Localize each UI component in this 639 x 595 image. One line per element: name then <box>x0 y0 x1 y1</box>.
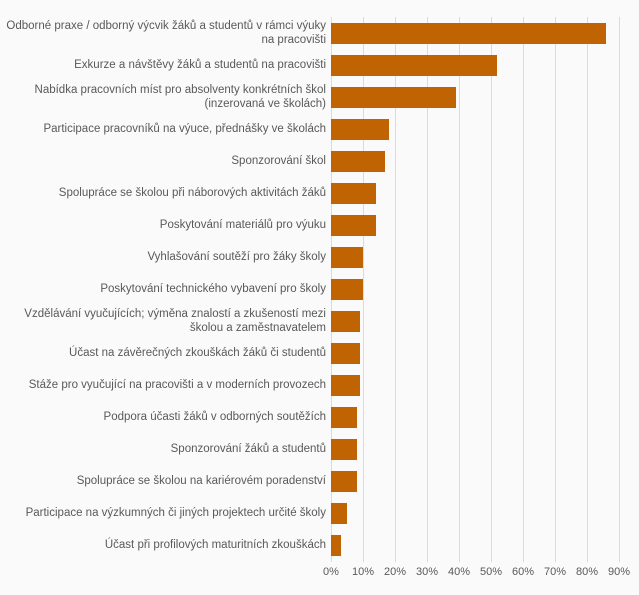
bar-row: Poskytování materiálů pro výuku <box>0 209 639 241</box>
bar-track <box>331 49 639 81</box>
bar-track <box>331 497 639 529</box>
x-tick-label: 50% <box>479 566 503 578</box>
x-tick-label: 40% <box>447 566 471 578</box>
gridline <box>587 17 588 562</box>
gridline <box>395 17 396 562</box>
gridline <box>523 17 524 562</box>
category-rows: Odborné praxe / odborný výcvik žáků a st… <box>0 17 639 561</box>
bar-track <box>331 17 639 49</box>
category-label: Vzdělávání vyučujících; výměna znalostí … <box>24 308 326 334</box>
bar <box>331 118 389 140</box>
bar <box>331 150 386 172</box>
bar-row: Sponzorování žáků a studentů <box>0 433 639 465</box>
category-label: Účast při profilových maturitních zkoušk… <box>104 539 326 551</box>
gridline <box>491 17 492 562</box>
bar <box>331 438 357 460</box>
x-axis: 0% 10% 20% 30% 40% 50% 60% 70% 80% 90% <box>0 566 639 582</box>
bar-row: Sponzorování škol <box>0 145 639 177</box>
category-label: Účast na závěrečných zkouškách žáků či s… <box>69 347 326 359</box>
bar-track <box>331 337 639 369</box>
bar <box>331 534 341 556</box>
bar-track <box>331 529 639 561</box>
x-tick-label: 60% <box>511 566 535 578</box>
category-label: Spolupráce se školou na kariérovém porad… <box>76 475 326 487</box>
x-tick-label: 90% <box>607 566 631 578</box>
category-label: Sponzorování škol <box>231 155 326 167</box>
bar-track <box>331 81 639 113</box>
gridline <box>459 17 460 562</box>
bar-row: Nabídka pracovních míst pro absolventy k… <box>0 81 639 113</box>
x-tick-label: 20% <box>383 566 407 578</box>
bar-track <box>331 273 639 305</box>
category-label: Poskytování technického vybavení pro ško… <box>100 283 326 295</box>
bar <box>331 86 456 108</box>
category-label: Spolupráce se školou při náborových akti… <box>58 187 326 199</box>
x-tick-label: 0% <box>323 566 339 578</box>
bar-track <box>331 401 639 433</box>
x-tick-label: 70% <box>543 566 567 578</box>
bar-track <box>331 113 639 145</box>
category-label: Odborné praxe / odborný výcvik žáků a st… <box>6 20 326 46</box>
bar <box>331 54 498 76</box>
gridline <box>363 17 364 562</box>
category-label: Participace na výzkumných či jiných proj… <box>25 507 326 519</box>
bar-track <box>331 209 639 241</box>
category-label: Participace pracovníků na výuce, přednáš… <box>43 123 326 135</box>
bar-row: Stáže pro vyučující na pracovišti a v mo… <box>0 369 639 401</box>
x-tick-label: 80% <box>575 566 599 578</box>
bar-track <box>331 177 639 209</box>
bar <box>331 214 376 236</box>
bar <box>331 182 376 204</box>
bar-track <box>331 369 639 401</box>
bar-row: Účast při profilových maturitních zkoušk… <box>0 529 639 561</box>
bar <box>331 406 357 428</box>
bar <box>331 22 607 44</box>
gridline <box>619 17 620 562</box>
bar-track <box>331 465 639 497</box>
bar-row: Odborné praxe / odborný výcvik žáků a st… <box>0 17 639 49</box>
bar-track <box>331 305 639 337</box>
x-tick-label: 30% <box>415 566 439 578</box>
bar-track <box>331 145 639 177</box>
bar-row: Vzdělávání vyučujících; výměna znalostí … <box>0 305 639 337</box>
gridline <box>555 17 556 562</box>
bar-row: Participace na výzkumných či jiných proj… <box>0 497 639 529</box>
bar-row: Vyhlašování soutěží pro žáky školy <box>0 241 639 273</box>
category-label: Vyhlašování soutěží pro žáky školy <box>147 251 326 263</box>
bar-track <box>331 433 639 465</box>
bar-row: Spolupráce se školou při náborových akti… <box>0 177 639 209</box>
category-label: Poskytování materiálů pro výuku <box>159 219 326 231</box>
bar-row: Podpora účasti žáků v odborných soutěžíc… <box>0 401 639 433</box>
bar <box>331 374 360 396</box>
category-label: Nabídka pracovních míst pro absolventy k… <box>34 84 326 110</box>
bar-row: Participace pracovníků na výuce, přednáš… <box>0 113 639 145</box>
bar <box>331 502 347 524</box>
bar <box>331 342 360 364</box>
category-label: Exkurze a návštěvy žáků a studentů na pr… <box>74 59 326 71</box>
x-tick-label: 10% <box>351 566 375 578</box>
bar <box>331 470 357 492</box>
bar-row: Exkurze a návštěvy žáků a studentů na pr… <box>0 49 639 81</box>
bar <box>331 246 363 268</box>
bar-track <box>331 241 639 273</box>
bar-row: Spolupráce se školou na kariérovém porad… <box>0 465 639 497</box>
bar-row: Účast na závěrečných zkouškách žáků či s… <box>0 337 639 369</box>
category-label: Podpora účasti žáků v odborných soutěžíc… <box>103 411 326 423</box>
category-label: Sponzorování žáků a studentů <box>170 443 326 455</box>
category-label: Stáže pro vyučující na pracovišti a v mo… <box>28 379 326 391</box>
bar <box>331 278 363 300</box>
gridline <box>427 17 428 562</box>
bar-row: Poskytování technického vybavení pro ško… <box>0 273 639 305</box>
bar <box>331 310 360 332</box>
